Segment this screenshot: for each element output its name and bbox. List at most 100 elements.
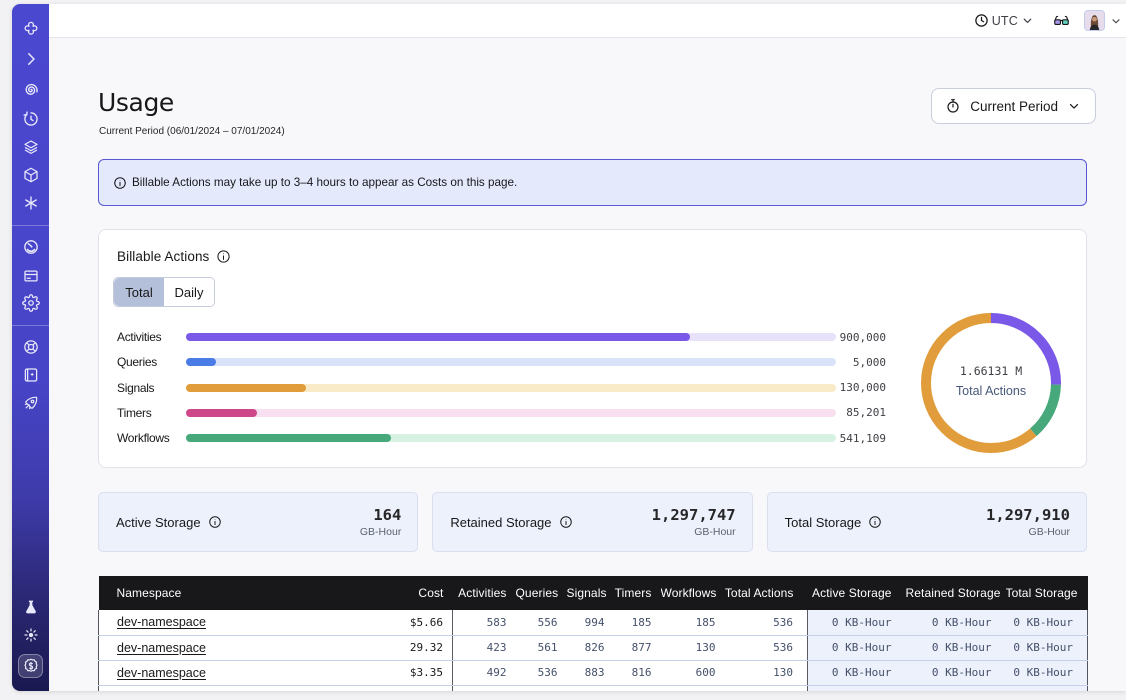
storage-card-label: Total Storage: [784, 514, 862, 530]
retained-storage-cell: [905, 685, 1006, 691]
bar-label: Queries: [117, 355, 157, 370]
total-actions-cell: 536: [724, 635, 808, 661]
table-header-row: Namespace Cost Activities Queries Signal…: [98, 576, 1088, 610]
signals-cell: 826: [566, 635, 614, 661]
queries-cell: 561: [515, 635, 567, 661]
donut-center-text: 1.66131 M Total Actions: [916, 364, 1066, 398]
namespace-cell: [98, 685, 319, 691]
col-active-storage: Active Storage: [807, 576, 906, 610]
bar-fill: [186, 333, 691, 341]
chart-view-tabs: Total Daily: [113, 277, 215, 307]
timezone-selector[interactable]: UTC: [974, 13, 1034, 28]
namespace-link[interactable]: dev-namespace: [117, 615, 206, 630]
bar-value: 130,000: [839, 381, 886, 395]
namespaces-spiral-icon[interactable]: [22, 81, 40, 99]
queries-cell: 556: [515, 610, 567, 636]
sidebar-divider: [12, 225, 49, 226]
schedules-history-icon[interactable]: [22, 110, 40, 128]
nexus-asterisk-icon[interactable]: [22, 194, 40, 212]
namespace-usage-table: Namespace Cost Activities Queries Signal…: [98, 576, 1088, 691]
info-icon[interactable]: [868, 515, 882, 529]
timers-cell: [613, 685, 661, 691]
billable-actions-card: Billable Actions Total Daily Activities 9…: [98, 229, 1087, 468]
topbar: UTC: [49, 4, 1126, 38]
bar-fill: [186, 408, 257, 417]
user-avatar[interactable]: [1084, 10, 1105, 31]
active-storage-cell: 0 KB-Hour: [807, 610, 906, 636]
user-menu-chevron-icon[interactable]: [1110, 15, 1122, 27]
storage-card-label: Active Storage: [116, 514, 201, 530]
bar-track: [186, 434, 836, 443]
bar-value: 5,000: [852, 355, 886, 369]
storage-card-value: 164: [373, 506, 402, 524]
info-icon: [113, 176, 127, 190]
content-column: Usage Current Period (06/01/2024 – 07/01…: [98, 4, 1096, 691]
col-retained-storage: Retained Storage: [905, 576, 1006, 610]
namespace-link[interactable]: dev-namespace: [117, 665, 206, 680]
total-storage-cell: 0 KB-Hour: [1005, 635, 1088, 661]
total-actions-cell: [724, 685, 808, 691]
table-row: [98, 685, 1088, 691]
bar-label: Activities: [117, 330, 162, 344]
bar-value: 85,201: [846, 406, 886, 420]
workflows-cell: 130: [660, 635, 725, 661]
storage-value-group: 1,297,747 GB-Hour: [651, 506, 736, 539]
table-row: dev-namespace $5.66 583 556 994 185 185 …: [98, 610, 1088, 636]
layers-icon[interactable]: [22, 138, 40, 156]
activities-cell: 423: [452, 635, 516, 661]
queries-cell: [515, 685, 567, 691]
info-icon[interactable]: [559, 515, 573, 529]
total-actions-cell: 536: [724, 610, 808, 636]
table-row: dev-namespace $3.35 492 536 883 816 600 …: [98, 660, 1088, 686]
pricing-dollar-badge-icon[interactable]: [22, 657, 40, 675]
tab-total[interactable]: Total: [114, 278, 164, 306]
billable-title-row: Billable Actions: [117, 249, 231, 264]
settings-gear-icon[interactable]: [21, 294, 40, 312]
donut-segment-orange: [921, 313, 1061, 453]
total-actions-cell: 130: [724, 660, 808, 686]
total-storage-cell: [1005, 685, 1088, 691]
info-icon[interactable]: [216, 249, 231, 264]
timezone-label: UTC: [991, 13, 1018, 28]
storage-label-group: Retained Storage: [450, 515, 572, 530]
active-storage-card: Active Storage 164 GB-Hour: [98, 492, 419, 552]
storage-value-group: 164 GB-Hour: [360, 506, 402, 539]
chevron-down-icon: [1067, 99, 1081, 113]
temporal-logo-icon[interactable]: [22, 20, 40, 38]
signals-cell: 883: [566, 660, 614, 686]
rocket-icon[interactable]: [22, 394, 40, 412]
bar-fill: [186, 383, 307, 392]
dev-glasses-icon[interactable]: [1053, 12, 1070, 29]
col-cost: Cost: [318, 576, 453, 610]
period-button-label: Current Period: [970, 98, 1058, 114]
usage-gauge-icon[interactable]: [22, 238, 40, 256]
docs-book-icon[interactable]: [22, 366, 40, 384]
labs-flask-icon[interactable]: [22, 598, 40, 616]
namespace-link[interactable]: dev-namespace: [117, 640, 206, 655]
bar-row-workflows: Workflows 541,109: [99, 428, 887, 448]
tab-daily[interactable]: Daily: [164, 278, 214, 306]
timers-cell: 816: [613, 660, 661, 686]
namespace-cell: dev-namespace: [98, 635, 319, 661]
chevron-down-icon: [1021, 14, 1034, 27]
storage-label-group: Total Storage: [785, 515, 883, 530]
bar-row-activities: Activities 900,000: [99, 327, 887, 347]
storage-card-value: 1,297,747: [651, 506, 736, 524]
banner-text: Billable Actions may take up to 3–4 hour…: [132, 176, 518, 189]
cube-icon[interactable]: [22, 166, 40, 184]
page-head: Usage Current Period (06/01/2024 – 07/01…: [98, 4, 1096, 154]
cost-cell: 29.32: [318, 635, 453, 661]
donut-svg: [921, 313, 1061, 453]
billing-card-icon[interactable]: [22, 267, 40, 285]
cost-cell: $5.66: [318, 610, 453, 636]
theme-sun-icon[interactable]: [22, 626, 40, 644]
app-window: UTC: [12, 4, 1126, 691]
queries-cell: 536: [515, 660, 567, 686]
sidebar-divider: [12, 325, 49, 326]
info-icon[interactable]: [208, 515, 222, 529]
storage-card-unit: GB-Hour: [1028, 526, 1070, 538]
expand-sidebar-chevron-icon[interactable]: [22, 50, 40, 68]
period-dropdown-button[interactable]: Current Period: [931, 88, 1096, 124]
bar-fill: [186, 434, 391, 443]
support-lifebuoy-icon[interactable]: [22, 338, 40, 356]
